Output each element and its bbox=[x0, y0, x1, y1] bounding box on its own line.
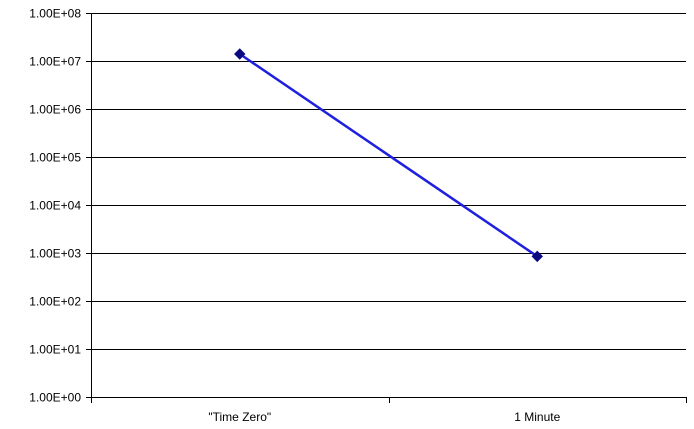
y-tick-label: 1.00E+03 bbox=[29, 247, 81, 261]
y-tick-label: 1.00E+06 bbox=[29, 103, 81, 117]
x-tick-label: "Time Zero" bbox=[208, 410, 271, 424]
axes bbox=[86, 13, 687, 403]
y-tick-label: 1.00E+00 bbox=[29, 391, 81, 405]
y-tick-label: 1.00E+07 bbox=[29, 55, 81, 69]
series-line bbox=[239, 52, 539, 258]
y-tick-label: 1.00E+01 bbox=[29, 343, 81, 357]
y-axis-tick-labels: 1.00E+00 1.00E+01 1.00E+02 1.00E+03 1.00E+04… bbox=[29, 7, 81, 405]
y-tick-label: 1.00E+02 bbox=[29, 295, 81, 309]
y-tick-label: 1.00E+04 bbox=[29, 199, 81, 213]
gridlines bbox=[91, 13, 686, 350]
data-point-marker bbox=[531, 250, 543, 263]
y-tick-label: 1.00E+05 bbox=[29, 151, 81, 165]
series-layer bbox=[234, 48, 543, 263]
y-tick-label: 1.00E+08 bbox=[29, 7, 81, 21]
data-point-marker bbox=[234, 48, 246, 60]
x-tick-label: 1 Minute bbox=[514, 410, 560, 424]
x-axis-tick-labels: "Time Zero" 1 Minute bbox=[208, 410, 560, 424]
